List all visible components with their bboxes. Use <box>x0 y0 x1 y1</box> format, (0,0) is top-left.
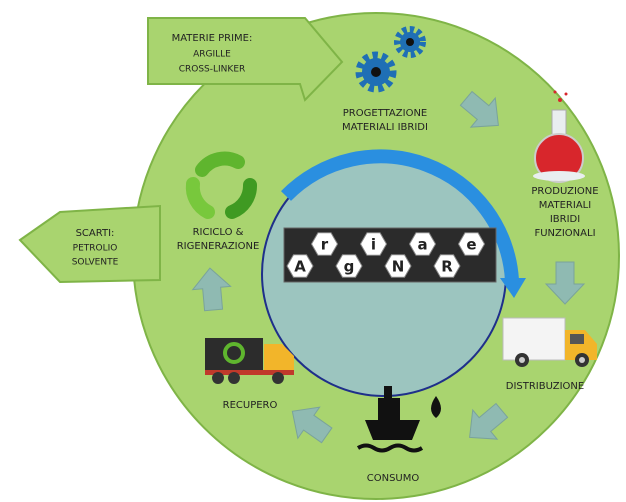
logo-letter: r <box>321 236 329 254</box>
logo-letter: e <box>466 236 476 254</box>
logo-letter: R <box>441 258 453 276</box>
diagram: ArgiNaRe <box>0 0 626 502</box>
logo-letter: g <box>344 258 355 276</box>
logo-letter: i <box>371 236 376 254</box>
logo-letter: A <box>294 258 306 276</box>
stage-label: DISTRIBUZIONE <box>506 381 584 392</box>
waste-text: PETROLIO <box>73 244 118 254</box>
stage-label: IBRIDI <box>550 214 580 225</box>
input-text: CROSS-LINKER <box>179 65 246 75</box>
stage-label: RICICLO & <box>193 227 244 238</box>
stage-label: PROGETTAZIONE <box>343 108 428 119</box>
stage-label: RIGENERAZIONE <box>177 241 260 252</box>
page: ArgiNaRe <box>0 0 626 502</box>
logo-letter: a <box>417 236 427 254</box>
stage-label: PRODUZIONE <box>531 186 598 197</box>
stage-label: RECUPERO <box>223 400 278 411</box>
input-text: ARGILLE <box>193 50 231 60</box>
waste-text: SOLVENTE <box>72 258 119 268</box>
stage-label: MATERIALI <box>539 200 591 211</box>
stage-label: MATERIALI IBRIDI <box>342 122 428 133</box>
input-text: MATERIE PRIME: <box>172 33 253 44</box>
stage-label: FUNZIONALI <box>534 228 595 239</box>
waste-text: SCARTI: <box>76 228 115 239</box>
stage-label: CONSUMO <box>367 473 420 484</box>
logo-letter: N <box>392 258 405 276</box>
